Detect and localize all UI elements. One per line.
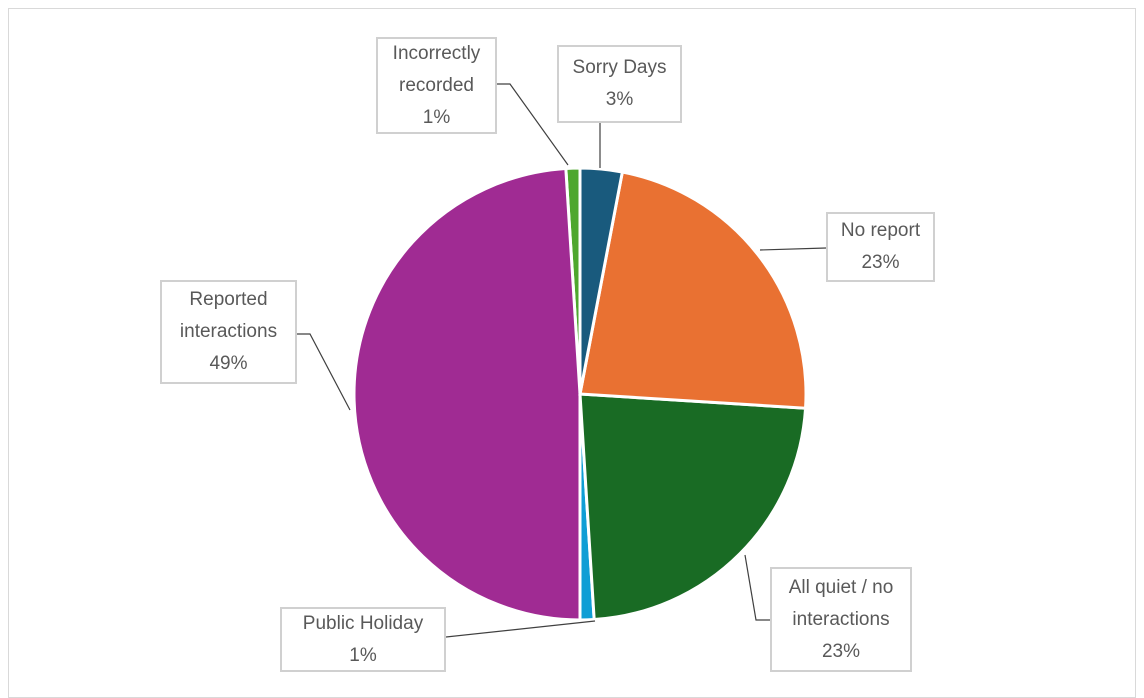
value-label: 23%: [861, 252, 900, 273]
leader-line: [297, 333, 351, 411]
pie-slice: [578, 170, 808, 410]
value-label: 49%: [209, 353, 248, 374]
category-label: Reported interactions: [179, 289, 278, 342]
value-label: 1%: [422, 106, 451, 128]
pie-slice: [578, 166, 625, 395]
category-label: Incorrectly recorded: [392, 42, 481, 96]
data-label: No report 23%: [826, 212, 935, 282]
data-label: Sorry Days 3%: [557, 45, 682, 123]
leader-line: [744, 554, 770, 621]
data-label: All quiet / no interactions 23%: [770, 567, 912, 672]
value-label: 3%: [605, 89, 634, 110]
leader-line: [759, 247, 827, 251]
value-label: 1%: [349, 644, 377, 666]
value-label: 23%: [821, 640, 861, 662]
category-label: Public Holiday: [302, 612, 424, 634]
pie-slice: [578, 392, 808, 622]
pie-slice: [352, 166, 582, 622]
category-label: No report: [840, 220, 921, 241]
category-label: Sorry Days: [572, 57, 667, 78]
data-label: Reported interactions 49%: [160, 280, 297, 384]
leader-lines: [297, 83, 827, 638]
data-label: Incorrectly recorded 1%: [376, 37, 497, 134]
leader-line: [497, 83, 569, 166]
data-label: Public Holiday 1%: [280, 607, 446, 672]
category-label: All quiet / no interactions: [788, 576, 894, 630]
leader-line: [445, 620, 596, 638]
